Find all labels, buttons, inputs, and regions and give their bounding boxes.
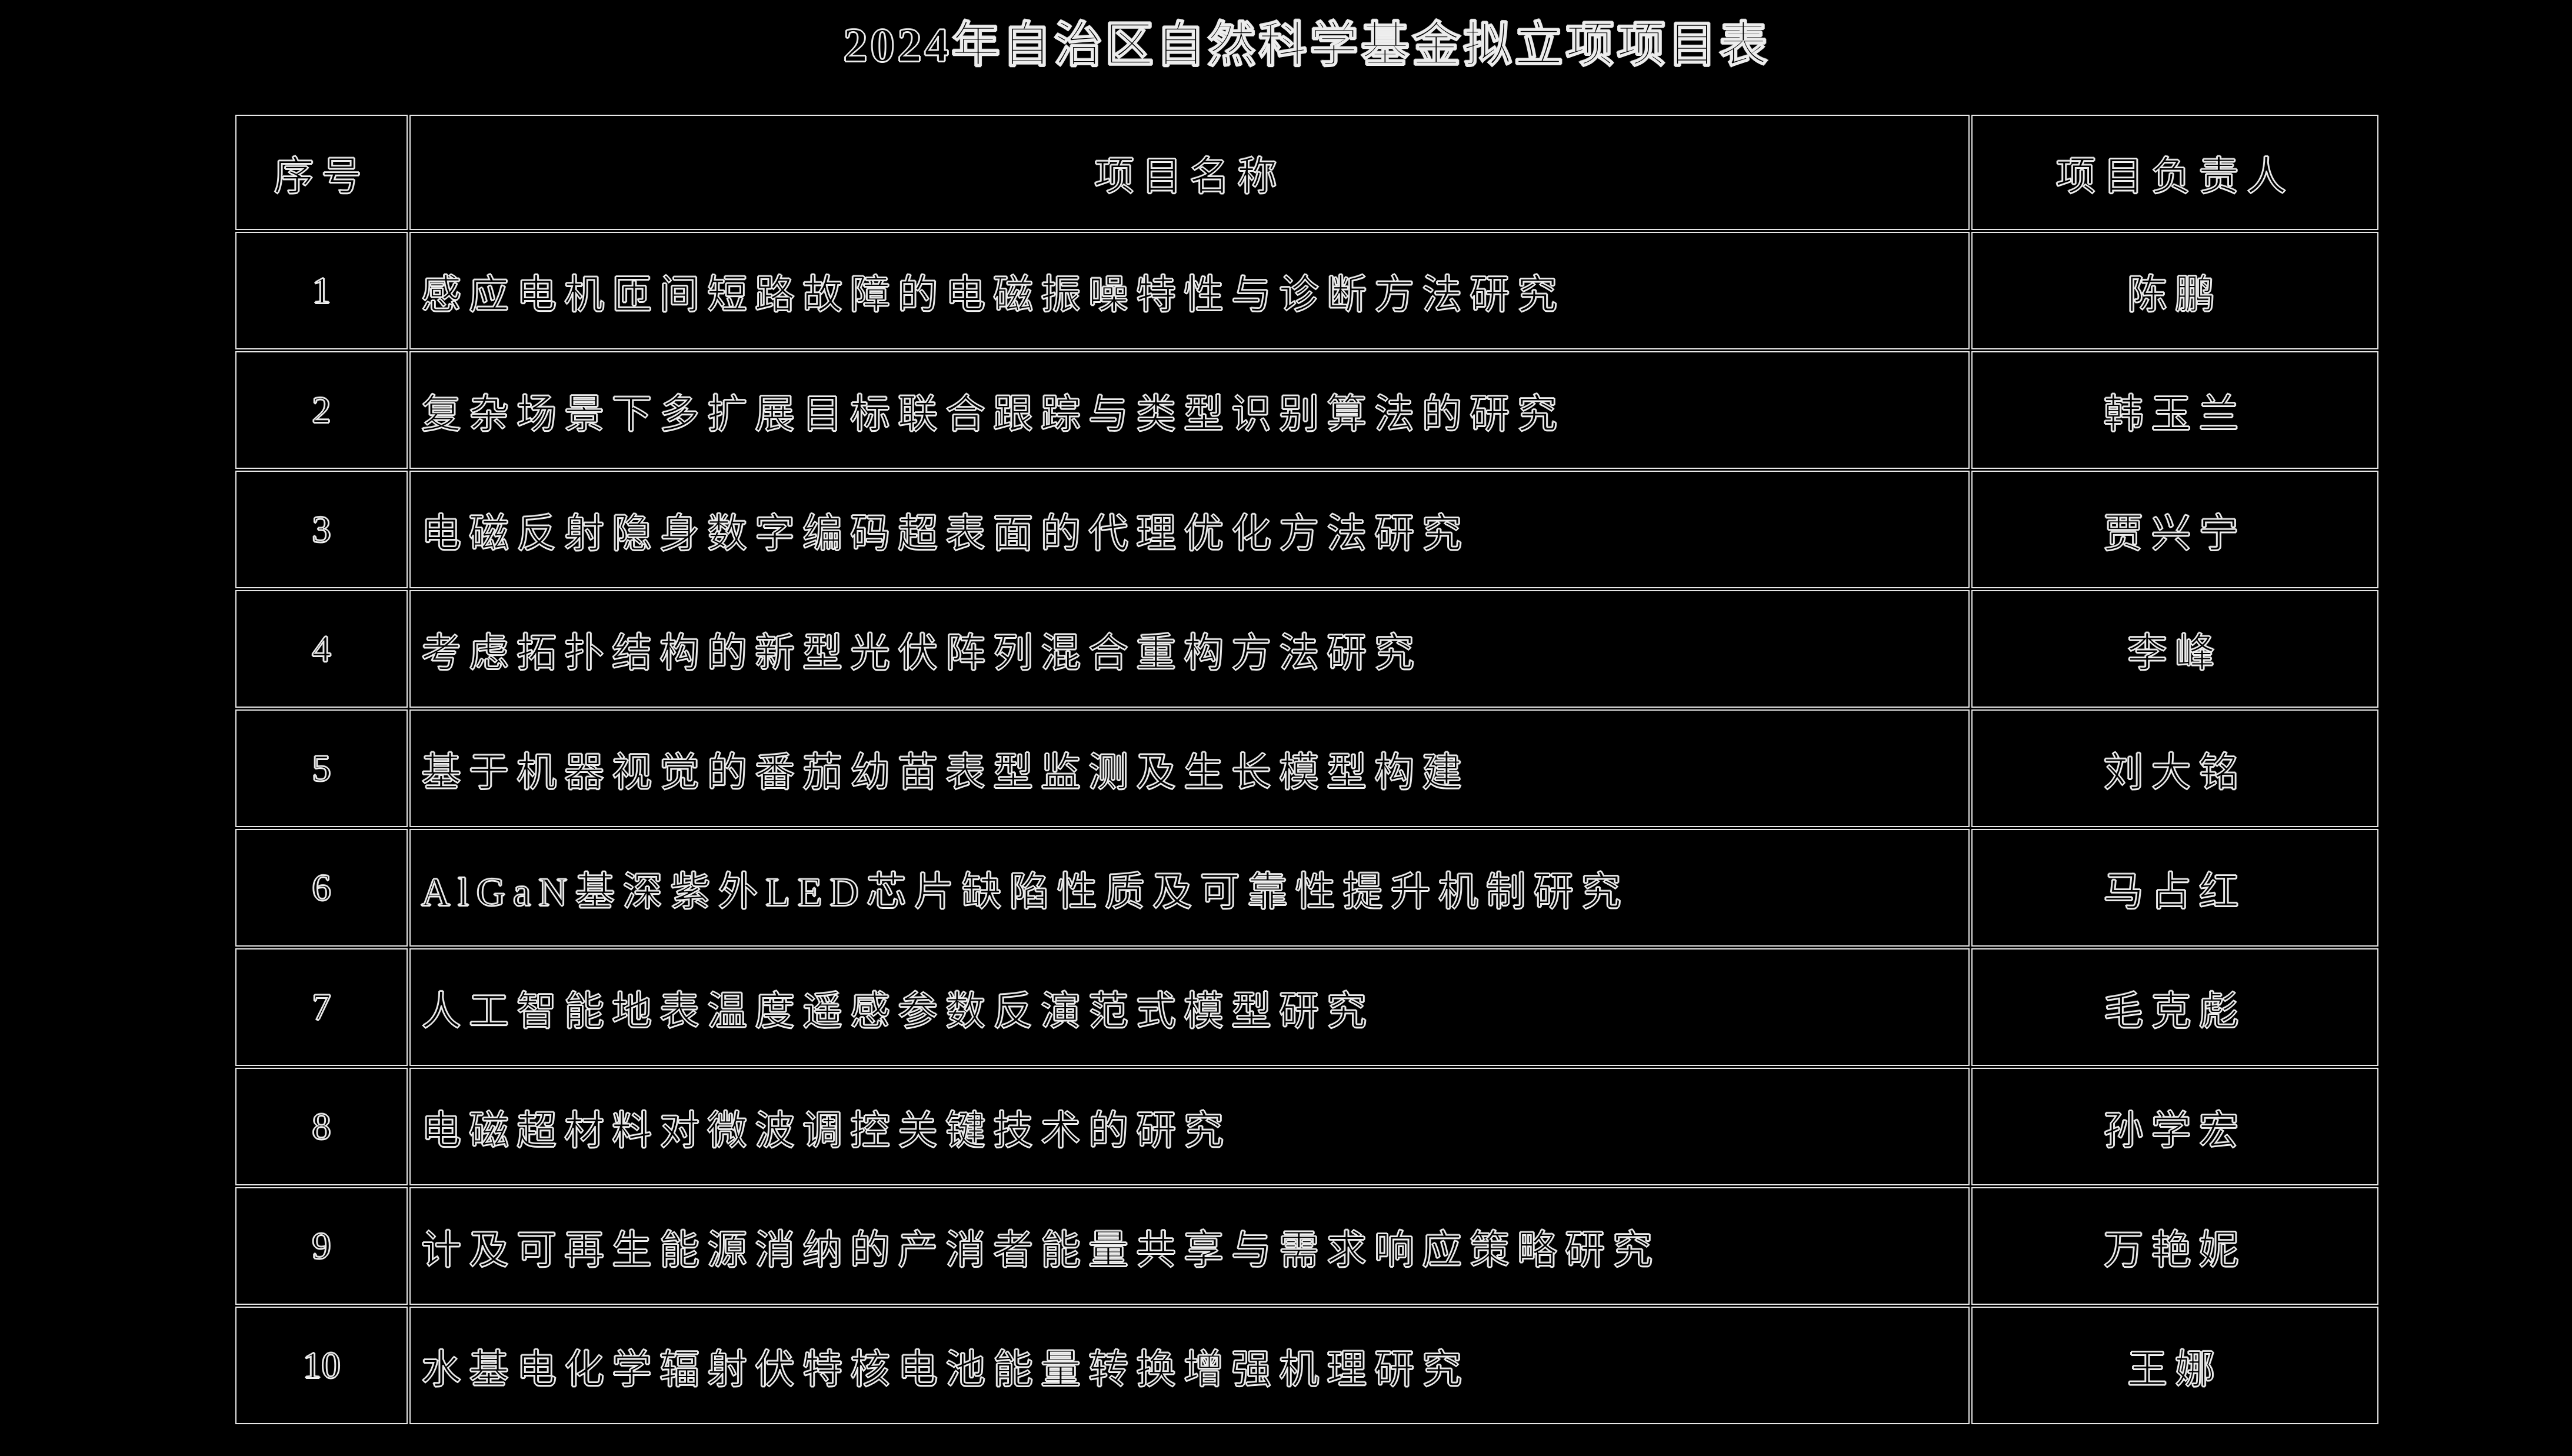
project-leader: 陈鹏 (1971, 232, 2378, 349)
project-leader: 刘大铭 (1971, 709, 2378, 827)
project-name: AlGaN基深紫外LED芯片缺陷性质及可靠性提升机制研究 (409, 829, 1970, 947)
table-row: 3 电磁反射隐身数字编码超表面的代理优化方法研究 贾兴宁 (235, 471, 2378, 588)
project-name: 电磁反射隐身数字编码超表面的代理优化方法研究 (409, 471, 1970, 588)
page-title: 2024年自治区自然科学基金拟立项项目表 (842, 18, 1771, 72)
table-body: 1 感应电机匝间短路故障的电磁振噪特性与诊断方法研究 陈鹏 2 复杂场景下多扩展… (235, 232, 2378, 1424)
table-row: 8 电磁超材料对微波调控关键技术的研究 孙学宏 (235, 1068, 2378, 1185)
project-leader: 韩玉兰 (1971, 351, 2378, 469)
project-leader: 马占红 (1971, 829, 2378, 947)
table-row: 7 人工智能地表温度遥感参数反演范式模型研究 毛克彪 (235, 948, 2378, 1066)
project-name: 人工智能地表温度遥感参数反演范式模型研究 (409, 948, 1970, 1066)
table-header: 序号 项目名称 项目负责人 (235, 115, 2378, 230)
header-cell-no: 序号 (235, 115, 408, 230)
table-row: 1 感应电机匝间短路故障的电磁振噪特性与诊断方法研究 陈鹏 (235, 232, 2378, 349)
project-name: 考虑拓扑结构的新型光伏阵列混合重构方法研究 (409, 590, 1970, 708)
table-row: 4 考虑拓扑结构的新型光伏阵列混合重构方法研究 李峰 (235, 590, 2378, 708)
project-leader: 万艳妮 (1971, 1187, 2378, 1305)
header-cell-leader: 项目负责人 (1971, 115, 2378, 230)
row-number: 2 (235, 351, 408, 469)
project-name: 水基电化学辐射伏特核电池能量转换增强机理研究 (409, 1307, 1970, 1424)
row-number: 3 (235, 471, 408, 588)
project-leader: 孙学宏 (1971, 1068, 2378, 1185)
project-name: 感应电机匝间短路故障的电磁振噪特性与诊断方法研究 (409, 232, 1970, 349)
project-name: 计及可再生能源消纳的产消者能量共享与需求响应策略研究 (409, 1187, 1970, 1305)
row-number: 10 (235, 1307, 408, 1424)
document-page: 2024年自治区自然科学基金拟立项项目表 序号 项目名称 项目负责人 1 感应电… (234, 0, 2380, 1426)
project-leader: 毛克彪 (1971, 948, 2378, 1066)
table-row: 2 复杂场景下多扩展目标联合跟踪与类型识别算法的研究 韩玉兰 (235, 351, 2378, 469)
project-leader: 贾兴宁 (1971, 471, 2378, 588)
header-cell-name: 项目名称 (409, 115, 1970, 230)
header-row: 序号 项目名称 项目负责人 (235, 115, 2378, 230)
row-number: 6 (235, 829, 408, 947)
row-number: 8 (235, 1068, 408, 1185)
row-number: 1 (235, 232, 408, 349)
table-row: 5 基于机器视觉的番茄幼苗表型监测及生长模型构建 刘大铭 (235, 709, 2378, 827)
table-row: 10 水基电化学辐射伏特核电池能量转换增强机理研究 王娜 (235, 1307, 2378, 1424)
row-number: 5 (235, 709, 408, 827)
table-row: 9 计及可再生能源消纳的产消者能量共享与需求响应策略研究 万艳妮 (235, 1187, 2378, 1305)
row-number: 4 (235, 590, 408, 708)
projects-table: 序号 项目名称 项目负责人 1 感应电机匝间短路故障的电磁振噪特性与诊断方法研究… (234, 113, 2380, 1426)
row-number: 7 (235, 948, 408, 1066)
project-name: 基于机器视觉的番茄幼苗表型监测及生长模型构建 (409, 709, 1970, 827)
table-row: 6 AlGaN基深紫外LED芯片缺陷性质及可靠性提升机制研究 马占红 (235, 829, 2378, 947)
project-leader: 李峰 (1971, 590, 2378, 708)
project-leader: 王娜 (1971, 1307, 2378, 1424)
project-name: 电磁超材料对微波调控关键技术的研究 (409, 1068, 1970, 1185)
project-name: 复杂场景下多扩展目标联合跟踪与类型识别算法的研究 (409, 351, 1970, 469)
row-number: 9 (235, 1187, 408, 1305)
